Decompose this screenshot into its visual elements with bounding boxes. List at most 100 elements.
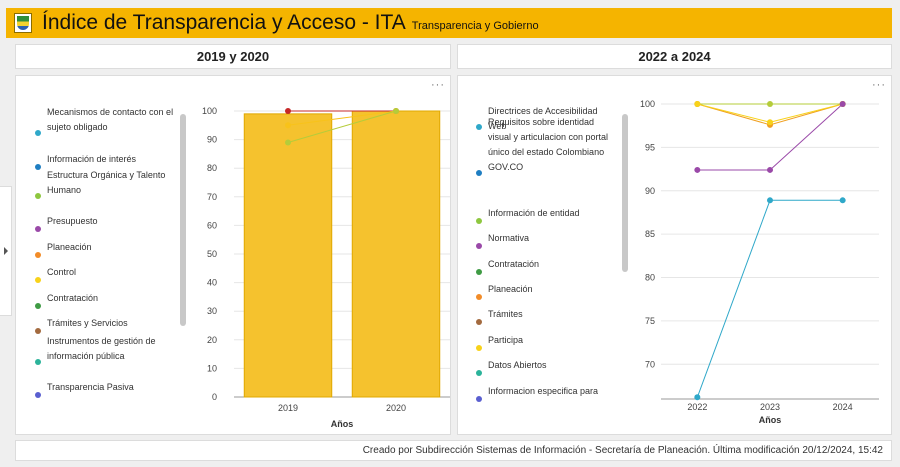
legend-marker-icon bbox=[35, 277, 41, 283]
legend-marker-icon bbox=[35, 392, 41, 398]
legend-marker-icon bbox=[35, 226, 41, 232]
legend-label: Transparencia Pasiva bbox=[47, 381, 134, 392]
legend-marker-icon bbox=[476, 319, 482, 325]
series-point bbox=[767, 197, 773, 204]
series-point bbox=[839, 101, 846, 107]
x-tick-label: 2019 bbox=[278, 403, 298, 413]
y-tick-label: 80 bbox=[207, 163, 217, 173]
x-tick-label: 2022 bbox=[687, 402, 707, 412]
legend-marker-icon bbox=[35, 328, 41, 334]
legend-marker-icon bbox=[476, 294, 482, 300]
legend-marker-icon bbox=[476, 370, 482, 376]
left-legend[interactable]: Mecanismos de contacto con el sujeto obl… bbox=[35, 107, 185, 401]
legend-marker-icon bbox=[35, 359, 41, 365]
legend-label: Participa bbox=[488, 334, 524, 345]
y-tick-label: 40 bbox=[207, 278, 217, 288]
side-panel-toggle[interactable] bbox=[0, 186, 12, 316]
series-point bbox=[694, 166, 701, 173]
series-point bbox=[839, 197, 846, 204]
legend-label: Informacion especifica para bbox=[488, 385, 599, 396]
page-title: Índice de Transparencia y Acceso - ITA bbox=[42, 11, 406, 34]
legend-marker-icon bbox=[35, 164, 41, 170]
y-tick-label: 60 bbox=[207, 220, 217, 230]
left-bar-chart: 0 10 20 30 40 50 60 70 80 90 100 2019 2020 Años bbox=[202, 106, 450, 429]
y-tick-label: 0 bbox=[212, 392, 217, 402]
legend-marker-icon bbox=[476, 124, 482, 130]
legend-label: Planeación bbox=[488, 283, 533, 294]
legend-label: Contratación bbox=[488, 258, 540, 269]
legend-label: Presupuesto bbox=[47, 215, 98, 226]
legend-label: Control bbox=[47, 266, 77, 277]
y-tick-label: 90 bbox=[645, 186, 655, 196]
series-line bbox=[697, 103, 844, 171]
x-axis-title: Años bbox=[331, 419, 354, 429]
right-legend-scrollbar[interactable] bbox=[622, 114, 628, 272]
legend-label: Información de interés bbox=[47, 153, 137, 164]
x-axis-title: Años bbox=[759, 415, 782, 425]
legend-label: Normativa bbox=[488, 232, 530, 243]
series-point bbox=[694, 394, 701, 401]
left-section-title: 2019 y 2020 bbox=[15, 44, 451, 69]
y-tick-label: 70 bbox=[207, 192, 217, 202]
right-legend[interactable]: Directrices de Accesibilidad Web Requisit… bbox=[476, 106, 626, 402]
chevron-right-icon bbox=[3, 247, 8, 255]
coat-of-arms-logo bbox=[14, 13, 32, 33]
right-line-chart: 70 75 80 85 90 95 100 2022 2023 2024 Años bbox=[640, 99, 879, 425]
left-chart-panel: ··· Mecanismos de contacto con el sujeto… bbox=[15, 75, 451, 435]
legend-label: Trámites y Servicios bbox=[47, 317, 128, 328]
legend-marker-icon bbox=[476, 218, 482, 224]
series-point bbox=[285, 122, 291, 129]
series-point bbox=[393, 108, 399, 114]
legend-marker-icon bbox=[35, 252, 41, 258]
series-point bbox=[767, 119, 773, 126]
legend-marker-icon bbox=[476, 345, 482, 351]
y-tick-label: 30 bbox=[207, 306, 217, 316]
legend-label: Directrices de Accesibilidad Web bbox=[488, 106, 598, 131]
y-tick-label: 75 bbox=[645, 316, 655, 326]
legend-label: Trámites bbox=[488, 308, 523, 319]
legend-label: Instrumentos de gestión de información p… bbox=[47, 336, 156, 361]
series-point bbox=[767, 166, 773, 173]
left-legend-scrollbar[interactable] bbox=[180, 114, 186, 326]
legend-marker-icon bbox=[476, 269, 482, 275]
legend-marker-icon bbox=[476, 243, 482, 249]
legend-marker-icon bbox=[476, 396, 482, 402]
legend-label: Estructura Orgánica y Talento Humano bbox=[47, 170, 166, 195]
series-point bbox=[285, 108, 291, 114]
x-tick-label: 2020 bbox=[386, 403, 406, 413]
right-panel-menu-button[interactable]: ··· bbox=[872, 79, 886, 91]
legend-label: Requisitos sobre identidad visual y arti… bbox=[488, 117, 609, 172]
y-tick-label: 80 bbox=[645, 273, 655, 283]
y-tick-label: 20 bbox=[207, 335, 217, 345]
y-tick-label: 50 bbox=[207, 249, 217, 259]
series-point bbox=[285, 139, 291, 146]
bar bbox=[351, 110, 441, 398]
legend-label: Datos Abiertos bbox=[488, 359, 547, 370]
footer-text: Creado por Subdirección Sistemas de Info… bbox=[362, 445, 883, 456]
y-tick-label: 100 bbox=[640, 99, 655, 109]
legend-label: Planeación bbox=[47, 241, 92, 252]
app-header: Índice de Transparencia y Acceso - ITA T… bbox=[6, 8, 892, 38]
left-panel-menu-button[interactable]: ··· bbox=[431, 79, 445, 91]
x-tick-label: 2023 bbox=[760, 402, 780, 412]
y-tick-label: 100 bbox=[202, 106, 217, 116]
legend-label: Contratación bbox=[47, 292, 99, 303]
legend-marker-icon bbox=[476, 170, 482, 176]
series-line bbox=[287, 110, 397, 143]
footer: Creado por Subdirección Sistemas de Info… bbox=[15, 440, 892, 461]
series-line bbox=[696, 199, 843, 398]
legend-marker-icon bbox=[35, 130, 41, 136]
series-line bbox=[287, 110, 397, 126]
series-point bbox=[767, 101, 773, 107]
legend-marker-icon bbox=[35, 193, 41, 199]
legend-label: Información de entidad bbox=[488, 207, 580, 218]
y-tick-label: 95 bbox=[645, 142, 655, 152]
y-tick-label: 10 bbox=[207, 363, 217, 373]
right-chart-panel: ··· Directrices de Accesibilidad Web Requ… bbox=[457, 75, 892, 435]
y-tick-label: 90 bbox=[207, 135, 217, 145]
right-section-title-text: 2022 a 2024 bbox=[638, 49, 711, 64]
y-tick-label: 85 bbox=[645, 229, 655, 239]
left-section-title-text: 2019 y 2020 bbox=[196, 49, 270, 64]
bar bbox=[243, 113, 333, 398]
legend-marker-icon bbox=[35, 303, 41, 309]
